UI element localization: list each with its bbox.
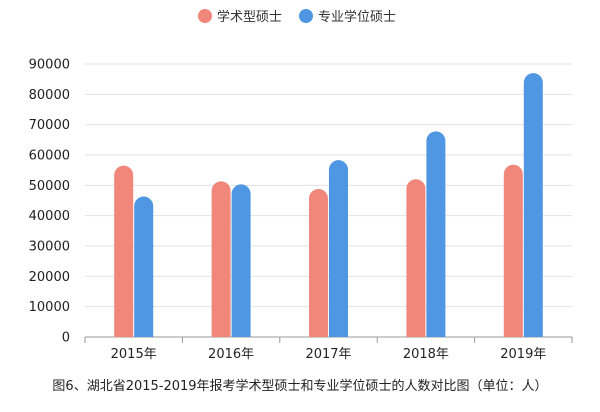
y-tick-label: 70000 bbox=[29, 118, 70, 133]
y-tick-label: 40000 bbox=[29, 209, 70, 224]
x-axis: 2015年 2016年 2017年 2018年 2019年 bbox=[84, 337, 573, 362]
y-tick-label: 50000 bbox=[29, 179, 70, 194]
legend-item-1: 学术型硕士 bbox=[198, 9, 282, 25]
x-tick-label: 2015年 bbox=[111, 347, 157, 362]
bar-academic-2017年 bbox=[309, 188, 328, 337]
bar-professional-2016年 bbox=[231, 184, 251, 337]
chart-bars bbox=[114, 73, 543, 337]
bar-professional-2015年 bbox=[134, 196, 154, 337]
y-tick-label: 60000 bbox=[29, 149, 70, 164]
y-tick-label: 30000 bbox=[29, 240, 70, 255]
legend-label: 学术型硕士 bbox=[217, 9, 282, 25]
bar-academic-2016年 bbox=[211, 181, 231, 337]
y-tick-label: 20000 bbox=[29, 270, 70, 285]
x-tick-label: 2018年 bbox=[403, 347, 449, 362]
legend-label: 专业学位硕士 bbox=[318, 9, 396, 25]
chart-caption: 图6、湖北省2015-2019年报考学术型硕士和专业学位硕士的人数对比图（单位：… bbox=[52, 378, 547, 394]
y-axis: 0 10000 20000 30000 40000 50000 60000 70000 8000… bbox=[29, 58, 70, 346]
y-tick-label: 80000 bbox=[29, 88, 70, 103]
legend-swatch bbox=[198, 9, 212, 23]
bar-professional-2018年 bbox=[426, 131, 446, 337]
legend-item-2: 专业学位硕士 bbox=[299, 9, 396, 25]
bar-academic-2019年 bbox=[503, 164, 523, 337]
chart-gridlines bbox=[85, 63, 572, 338]
x-tick-label: 2019年 bbox=[500, 347, 546, 362]
x-tick-label: 2016年 bbox=[208, 347, 254, 362]
y-tick-label: 10000 bbox=[29, 300, 70, 315]
bar-academic-2018年 bbox=[406, 179, 426, 337]
x-tick-label: 2017年 bbox=[305, 347, 351, 362]
y-tick-label: 0 bbox=[62, 331, 70, 346]
y-tick-label: 90000 bbox=[29, 58, 70, 73]
legend-swatch bbox=[299, 9, 313, 23]
bar-professional-2019年 bbox=[523, 73, 543, 337]
bar-professional-2017年 bbox=[329, 160, 348, 337]
chart-legend: 学术型硕士 专业学位硕士 bbox=[198, 9, 396, 25]
bar-academic-2015年 bbox=[114, 165, 134, 337]
